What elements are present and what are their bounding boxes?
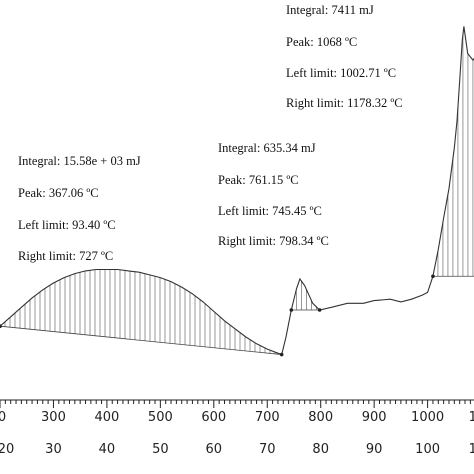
peak2-left-limit-marker [289,308,294,312]
x-bottom-tick-label: 40 [99,442,116,457]
peak1-right-limit: Right limit: 727 ºC [18,249,114,263]
x-axis-ticks [0,400,471,408]
x-bottom-tick-label: 90 [366,442,383,457]
x-bottom-tick-label: 110 [469,442,474,457]
peak1-peak: Peak: 367.06 ºC [18,186,99,200]
x-top-tick-label: 900 [362,410,387,425]
peak-baselines [0,275,474,355]
x-top-tick-label: 0 [0,410,6,425]
dsc-curve [0,26,474,356]
x-bottom-tick-label: 20 [0,442,14,457]
peak2-right-limit: Right limit: 798.34 ºC [218,234,329,248]
peak3-right-limit: Right limit: 1178.32 ºC [286,96,403,110]
peak1-baseline [0,325,282,355]
x-top-tick-label: 1000 [411,410,444,425]
peak3-left-limit: Left limit: 1002.71 ºC [286,66,397,80]
x-top-tick-label: 800 [308,410,333,425]
x-bottom-tick-label: 50 [152,442,169,457]
x-top-tick-label: 300 [41,410,66,425]
peak1-right-limit-marker [279,352,284,357]
x-bottom-tick-label: 100 [415,442,440,457]
x-top-tick-label: 600 [201,410,226,425]
peak1-integral: Integral: 15.58e + 03 mJ [18,154,141,168]
x-top-tick-label: 700 [255,410,280,425]
x-axis-bottom-tick-labels: 20 30 40 50 60 70 80 90 100 110 [0,442,474,457]
x-top-tick-label: 110 [469,410,474,425]
peak1-left-limit: Left limit: 93.40 ºC [18,218,116,232]
peak2-left-limit: Left limit: 745.45 ºC [218,204,322,218]
peak2-integral: Integral: 635.34 mJ [218,141,316,155]
x-bottom-tick-label: 30 [45,442,62,457]
x-top-tick-label: 400 [94,410,119,425]
peak2-right-limit-marker [317,308,322,312]
peak1-left-limit-marker [0,324,2,328]
peak-hatching [4,34,474,355]
x-top-tick-label: 500 [148,410,173,425]
x-bottom-tick-label: 70 [259,442,276,457]
peak2-peak: Peak: 761.15 ºC [218,173,299,187]
peak3-left-limit-marker [431,274,435,279]
peak-limit-markers [0,274,435,357]
x-axis-top-tick-labels: 0 300 400 500 600 700 800 900 1000 110 [0,410,474,425]
peak3-integral: Integral: 7411 mJ [286,3,374,17]
x-bottom-tick-label: 60 [206,442,223,457]
x-bottom-tick-label: 80 [312,442,329,457]
peak3-peak: Peak: 1068 ºC [286,35,358,49]
